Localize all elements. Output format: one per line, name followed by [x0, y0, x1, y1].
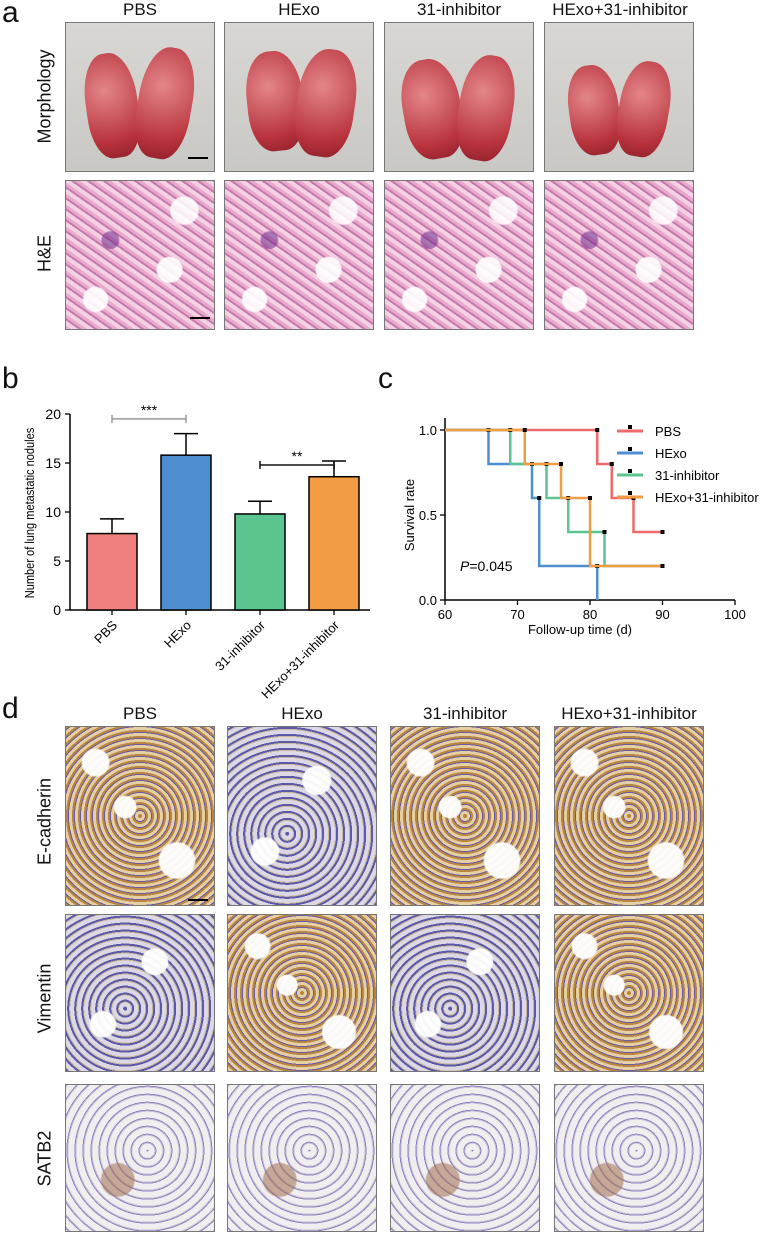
vimentin-image-hexo — [227, 914, 377, 1072]
censor-mark — [595, 428, 600, 432]
satb2-image-pbs — [65, 1084, 215, 1232]
censor-mark — [522, 428, 527, 432]
panel-a-row-he: H&E — [34, 235, 55, 273]
he-image-pbs — [65, 180, 215, 330]
survival-curve-hexo — [445, 428, 599, 600]
p-value-text: =0.045 — [469, 558, 512, 574]
panel-a-col-hexo: HExo — [278, 0, 320, 19]
significance-label: ** — [292, 448, 303, 464]
panel-a-col-pbs: PBS — [122, 0, 158, 19]
bar-chart-ytick-label: 10 — [45, 504, 61, 520]
panel-d-row-satb2: SATB2 — [34, 1130, 55, 1187]
morphology-image-31-inhibitor — [384, 22, 534, 172]
panel-letter-d: d — [2, 692, 19, 725]
bar-pbs — [86, 532, 138, 611]
panel-d-col-pbs: PBS — [122, 704, 158, 723]
morphology-image-hexo-31-inhibitor — [544, 22, 694, 172]
ecadherin-image-pbs — [65, 726, 215, 906]
panel-a-row-morphology: Morphology — [34, 49, 55, 144]
vimentin-image-hexo-31-inhibitor — [554, 914, 704, 1072]
significance-label: *** — [141, 402, 158, 418]
vimentin-image-31-inhibitor — [390, 914, 540, 1072]
survival-xtick-label: 60 — [438, 607, 452, 622]
ecadherin-image-hexo — [227, 726, 377, 906]
morphology-image-hexo — [224, 22, 374, 172]
satb2-image-hexo — [227, 1084, 377, 1232]
panel-d-col-31-inhibitor: 31-inhibitor — [422, 704, 508, 723]
legend-swatch-mark — [628, 491, 632, 495]
panel-a-col-hexo-31-inhibitor: HExo+31-inhibitor — [552, 0, 688, 19]
survival-xtick-label: 100 — [724, 607, 746, 622]
ecadherin-image-hexo-31-inhibitor — [554, 726, 704, 906]
p-value-annotation: P=0.045 — [460, 558, 513, 574]
panel-d-row-e-cadherin: E-cadherin — [34, 777, 55, 866]
satb2-image-hexo-31-inhibitor — [554, 1084, 704, 1232]
panel-d-row-vimentin: Vimentin — [34, 963, 55, 1034]
bar-chart-ytick-label: 20 — [45, 406, 61, 422]
scale-bar — [188, 899, 208, 901]
survival-chart-panel-c: 0.0 0.5 1.0 60 70 80 90 100 PBS HExo 31-inhibitor… — [402, 418, 759, 637]
panel-letter-a: a — [2, 0, 19, 29]
censor-mark — [559, 462, 563, 466]
censor-mark — [609, 462, 614, 466]
he-image-31-inhibitor — [384, 180, 534, 330]
survival-curve-hexo-31-inhibitor — [445, 428, 663, 568]
bar-hexo — [160, 454, 212, 611]
bar-hexo-31-inhibitor — [308, 475, 360, 611]
bar-chart-xtick-label: HExo+31-inhibitor — [258, 617, 342, 700]
vimentin-image-pbs — [65, 914, 215, 1072]
legend-swatch-mark — [628, 425, 632, 429]
bar-chart-ytick-label: 15 — [45, 455, 61, 471]
he-image-hexo-31-inhibitor — [544, 180, 694, 330]
he-image-hexo — [224, 180, 374, 330]
survival-ytick-label: 1.0 — [419, 423, 437, 438]
panel-d-col-hexo-31-inhibitor: HExo+31-inhibitor — [561, 704, 697, 723]
censor-mark — [660, 564, 665, 568]
bar-chart-xtick-label: 31-inhibitor — [212, 617, 269, 674]
legend-label: 31-inhibitor — [655, 468, 720, 483]
bar-chart-xtick-label: PBS — [91, 617, 120, 646]
legend-swatch-mark — [628, 447, 632, 451]
censor-mark — [588, 496, 592, 500]
censor-mark — [537, 496, 542, 500]
legend-label: HExo — [655, 446, 687, 461]
panel-d-col-hexo: HExo — [281, 704, 323, 723]
survival-ytick-label: 0.5 — [419, 508, 437, 523]
survival-xtick-label: 70 — [510, 607, 524, 622]
survival-chart-xlabel: Follow-up time (d) — [528, 622, 632, 637]
scale-bar — [190, 317, 210, 319]
censor-mark — [602, 530, 607, 534]
legend-label: HExo+31-inhibitor — [655, 490, 759, 505]
survival-xtick-label: 90 — [655, 607, 669, 622]
panel-letter-b: b — [2, 362, 19, 395]
satb2-image-31-inhibitor — [390, 1084, 540, 1232]
scale-bar — [188, 157, 208, 159]
ecadherin-image-31-inhibitor — [390, 726, 540, 906]
panel-letter-c: c — [378, 362, 393, 395]
survival-chart-ylabel: Survival rate — [402, 479, 417, 551]
bar-31-inhibitor — [234, 513, 286, 611]
bar-chart-ylabel: Number of lung metastatic nodules — [22, 428, 37, 599]
bar-chart-xtick-label: HExo — [161, 618, 194, 651]
survival-xtick-label: 80 — [583, 607, 597, 622]
bar-chart-ytick-label: 0 — [53, 602, 61, 618]
legend-swatch-mark — [628, 469, 632, 473]
survival-curve-pbs — [445, 428, 663, 534]
p-value-italic: P — [460, 558, 470, 574]
survival-ytick-label: 0.0 — [419, 593, 437, 608]
survival-curve-31-inhibitor — [445, 428, 663, 568]
bar-chart-ytick-label: 5 — [53, 553, 61, 569]
censor-mark — [660, 530, 665, 534]
legend-label: PBS — [655, 424, 681, 439]
bar-chart-panel-b: 0 5 10 15 20 PBS HExo 31-inhibitorHExo+31-inhib… — [22, 402, 370, 700]
morphology-image-pbs — [65, 22, 215, 172]
panel-a-col-31-inhibitor: 31-inhibitor — [416, 0, 502, 19]
